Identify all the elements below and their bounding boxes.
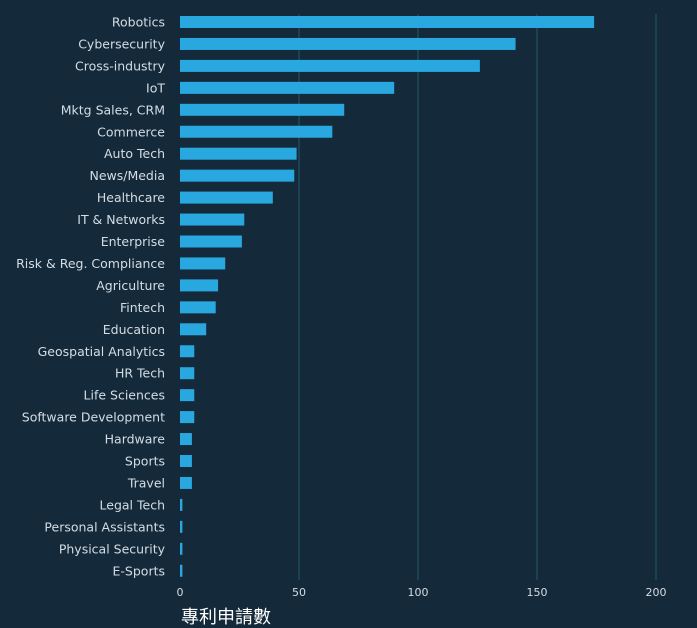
bar xyxy=(180,235,242,248)
category-label: E-Sports xyxy=(113,563,165,578)
bar xyxy=(180,542,183,555)
category-label: Hardware xyxy=(105,432,166,447)
bar xyxy=(180,147,297,160)
bar xyxy=(180,455,192,467)
bar xyxy=(180,257,226,270)
x-axis-title: 專利申請數 xyxy=(181,607,271,628)
category-label: Cross-industry xyxy=(75,58,166,73)
category-label: Geospatial Analytics xyxy=(38,344,165,359)
category-label: Travel xyxy=(127,475,165,490)
bar xyxy=(180,191,273,204)
category-label: Robotics xyxy=(112,15,165,30)
category-label: IoT xyxy=(146,80,165,95)
bar xyxy=(180,103,345,116)
category-label: Auto Tech xyxy=(104,146,165,161)
category-label: Personal Assistants xyxy=(44,519,165,534)
category-label: Mktg Sales, CRM xyxy=(61,102,165,117)
category-label: Fintech xyxy=(120,300,165,315)
bar xyxy=(180,301,216,314)
bar xyxy=(180,37,516,50)
bar xyxy=(180,213,245,226)
category-label: News/Media xyxy=(89,168,165,183)
category-label: Life Sciences xyxy=(84,388,165,403)
bar xyxy=(180,169,295,182)
gridlines xyxy=(298,14,657,580)
x-tick-label: 50 xyxy=(292,586,306,599)
category-label: Physical Security xyxy=(59,541,166,556)
bar xyxy=(180,564,183,577)
x-tick-label: 0 xyxy=(177,586,184,599)
category-label: Commerce xyxy=(97,124,165,139)
category-label: IT & Networks xyxy=(77,212,165,227)
bar xyxy=(180,367,195,380)
category-label: Enterprise xyxy=(101,234,166,249)
bar xyxy=(180,520,183,533)
bar xyxy=(180,323,207,336)
bar xyxy=(180,16,595,28)
bar xyxy=(180,279,219,292)
bar xyxy=(180,498,183,511)
bar xyxy=(180,389,195,402)
bar xyxy=(180,125,333,138)
category-label: Sports xyxy=(125,454,165,469)
bar xyxy=(180,345,195,358)
x-tick-label: 200 xyxy=(646,586,667,599)
category-label: Risk & Reg. Compliance xyxy=(16,256,165,271)
bar xyxy=(180,476,192,489)
category-label: HR Tech xyxy=(115,366,165,381)
x-tick-label: 100 xyxy=(408,586,429,599)
bar xyxy=(180,59,480,72)
category-label: Legal Tech xyxy=(100,497,165,512)
category-label: Software Development xyxy=(22,410,165,425)
x-tick-labels: 0 50 100 150 200 xyxy=(177,586,667,599)
bar xyxy=(180,81,395,94)
category-label: Agriculture xyxy=(96,278,165,293)
category-label: Cybersecurity xyxy=(78,36,165,51)
bars xyxy=(180,16,595,577)
category-label: Education xyxy=(103,322,165,337)
bar xyxy=(180,411,195,424)
bar xyxy=(180,433,192,446)
x-tick-label: 150 xyxy=(527,586,548,599)
category-labels: Robotics Cybersecurity Cross-industry IoT Mk… xyxy=(16,15,165,579)
category-label: Healthcare xyxy=(97,190,165,205)
